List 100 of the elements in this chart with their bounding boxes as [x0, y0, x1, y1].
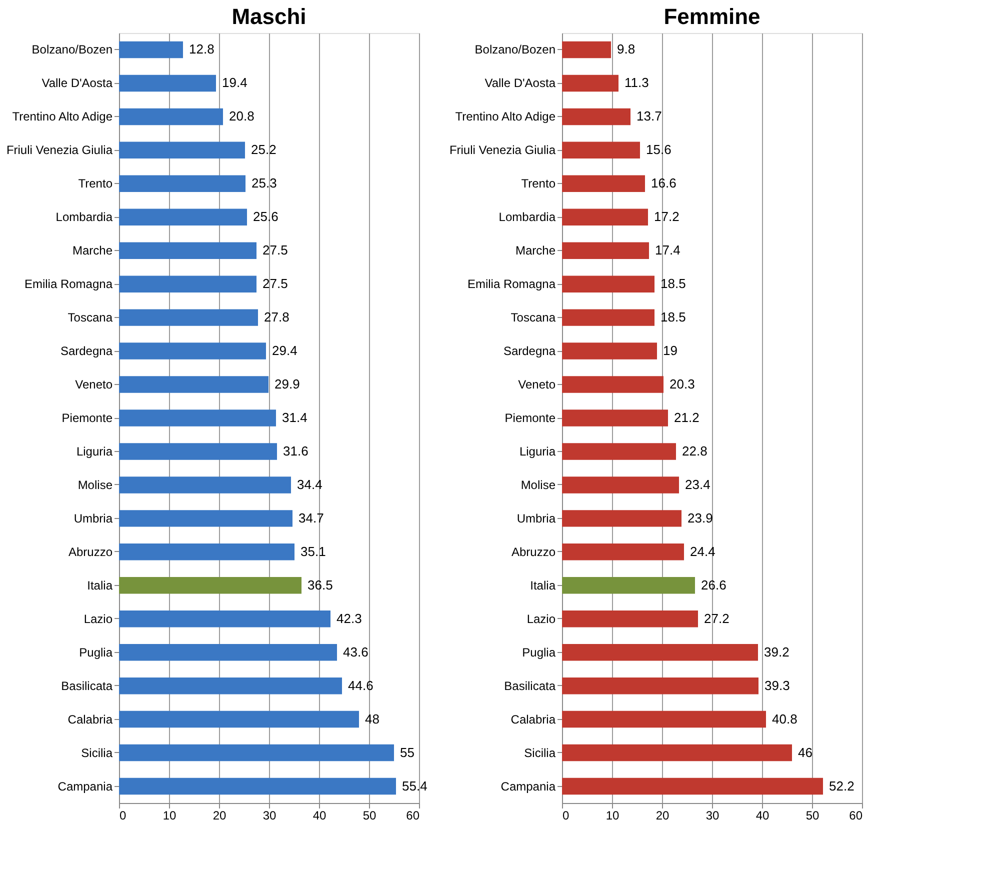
y-tick-label: Friuli Venezia Giulia: [449, 143, 556, 158]
data-label: 25.3: [252, 176, 277, 191]
y-tick-label: Lombardia: [56, 210, 113, 224]
y-tick-label: Molise: [78, 478, 113, 492]
data-label: 44.6: [348, 678, 374, 693]
y-tick-label: Umbria: [516, 511, 556, 526]
y-tick-label: Umbria: [74, 511, 113, 526]
data-label: 12.8: [189, 42, 214, 57]
x-tick-label: 40: [756, 808, 770, 822]
x-tick-label: 50: [806, 808, 820, 822]
data-label: 31.6: [283, 443, 308, 458]
y-tick-label: Italia: [530, 578, 556, 592]
y-tick-label: Puglia: [522, 645, 556, 660]
data-label: 42.3: [336, 610, 362, 626]
x-tick-label: 40: [312, 808, 326, 822]
y-tick-label: Italia: [87, 578, 113, 592]
y-tick-label: Marche: [515, 244, 556, 258]
y-tick-label: Bolzano/Bozen: [32, 42, 112, 57]
data-label: 55.4: [402, 778, 428, 794]
data-label: 55: [400, 744, 414, 760]
y-tick-label: Emilia Romagna: [467, 277, 556, 292]
data-label: 29.9: [274, 376, 300, 392]
data-label: 19.4: [222, 75, 248, 90]
data-label: 43.6: [343, 644, 368, 660]
data-label: 39.2: [764, 644, 790, 660]
x-tick-label: 20: [212, 808, 226, 822]
data-label: 13.7: [636, 108, 662, 124]
y-tick-label: Sardegna: [60, 344, 113, 358]
data-label: 36.5: [308, 577, 333, 592]
x-tick-label: 60: [849, 808, 863, 822]
y-tick-label: Trentino Alto Adige: [12, 110, 113, 124]
y-tick-label: Lombardia: [498, 210, 556, 224]
data-label: 39.3: [764, 678, 790, 693]
data-label: 15.6: [646, 142, 672, 158]
x-tick-label: 10: [162, 808, 176, 822]
y-tick-label: Abruzzo: [511, 544, 556, 559]
data-label: 17.2: [654, 209, 680, 224]
y-tick-label: Sicilia: [81, 746, 113, 760]
y-tick-label: Toscana: [510, 310, 556, 325]
data-label: 27.2: [704, 610, 730, 626]
y-tick-label: Calabria: [68, 712, 113, 726]
data-label: 20.3: [670, 376, 695, 392]
y-tick-label: Piemonte: [504, 411, 556, 425]
data-label: 35.1: [300, 544, 326, 559]
chart-title: Maschi: [232, 4, 306, 29]
data-label: 16.6: [651, 176, 676, 191]
data-label: 40.8: [772, 711, 798, 726]
data-label: 18.5: [660, 276, 686, 292]
x-tick-label: 50: [362, 808, 376, 822]
y-tick-label: Trento: [78, 176, 113, 191]
y-tick-label: Valle D'Aosta: [484, 76, 556, 90]
data-label: 52.2: [829, 778, 854, 794]
data-label: 18.5: [660, 310, 686, 325]
y-tick-label: Abruzzo: [68, 544, 113, 559]
y-tick-label: Basilicata: [61, 678, 113, 693]
y-tick-label: Molise: [520, 478, 556, 492]
data-label: 34.7: [298, 510, 324, 526]
y-tick-label: Veneto: [75, 378, 113, 392]
data-label: 23.9: [688, 510, 713, 526]
x-tick-label: 10: [606, 808, 620, 822]
data-label: 25.6: [253, 209, 278, 224]
x-tick-label: 60: [406, 808, 420, 822]
data-label: 48: [365, 711, 380, 726]
data-label: 20.8: [229, 108, 254, 124]
y-tick-label: Puglia: [79, 645, 113, 660]
y-tick-label: Liguria: [76, 444, 113, 458]
y-tick-label: Marche: [72, 244, 113, 258]
data-label: 21.2: [674, 410, 700, 425]
data-label: 34.4: [297, 476, 322, 492]
data-label: 27.5: [262, 276, 288, 292]
data-label: 26.6: [701, 577, 726, 592]
y-tick-label: Emilia Romagna: [24, 277, 113, 292]
y-tick-label: Basilicata: [504, 678, 556, 693]
data-label: 23.4: [685, 476, 710, 492]
y-tick-label: Campania: [58, 779, 113, 794]
y-tick-label: Piemonte: [62, 411, 113, 425]
y-tick-label: Trentino Alto Adige: [455, 110, 556, 124]
data-label: 22.8: [682, 443, 708, 458]
y-tick-label: Friuli Venezia Giulia: [6, 143, 113, 158]
data-label: 19: [663, 343, 678, 358]
data-label: 31.4: [282, 410, 308, 425]
y-tick-label: Calabria: [510, 712, 556, 726]
data-label: 17.4: [655, 242, 680, 258]
y-tick-label: Toscana: [68, 310, 113, 325]
y-tick-label: Veneto: [518, 378, 556, 392]
chart-title: Femmine: [664, 4, 760, 29]
y-tick-label: Lazio: [526, 612, 556, 626]
data-label: 46: [798, 744, 812, 760]
data-label: 24.4: [690, 544, 716, 559]
data-label: 27.5: [262, 242, 288, 258]
y-tick-label: Trento: [521, 176, 556, 191]
y-tick-label: Valle D'Aosta: [42, 76, 113, 90]
y-tick-label: Sardegna: [503, 344, 556, 358]
x-tick-label: 20: [656, 808, 670, 822]
y-tick-label: Campania: [500, 779, 556, 794]
data-label: 29.4: [272, 343, 298, 358]
x-tick-label: 30: [262, 808, 276, 822]
x-tick-label: 30: [706, 808, 720, 822]
x-tick-label: 0: [120, 808, 126, 822]
x-tick-label: 0: [562, 808, 570, 822]
